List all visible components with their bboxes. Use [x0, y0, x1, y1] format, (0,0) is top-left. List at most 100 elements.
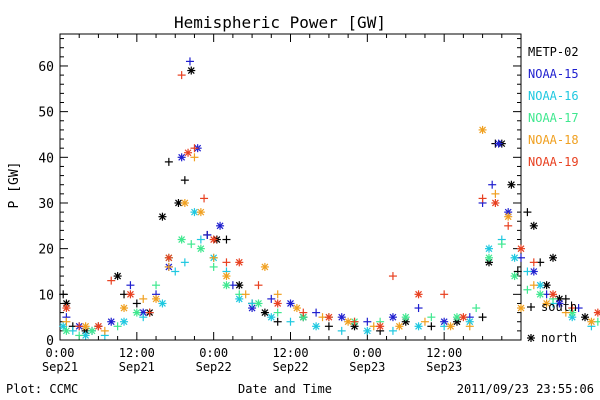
point-north [478, 125, 487, 134]
point-south [363, 317, 372, 326]
x-tick-time: 12:00 [119, 346, 155, 360]
point-south [478, 313, 487, 322]
point-north [196, 208, 205, 217]
y-tick-label: 0 [46, 334, 54, 349]
y-tick-label: 40 [38, 151, 54, 166]
marker-legend-label: north [541, 331, 577, 345]
point-south [414, 304, 423, 313]
point-north [267, 313, 276, 322]
point-south [568, 304, 577, 313]
point-north [180, 198, 189, 207]
point-south [139, 313, 148, 322]
marker-legend: south north [527, 300, 577, 345]
point-north [222, 272, 231, 281]
point-north [542, 299, 551, 308]
legend: METP-02 NOAA-15 NOAA-16 NOAA-17 NOAA-18 NOAA-… [528, 45, 579, 169]
point-north [107, 317, 116, 326]
point-north [152, 294, 161, 303]
point-north [292, 304, 301, 313]
marker-legend-north: north [527, 331, 577, 345]
point-north [187, 66, 196, 75]
point-north [59, 322, 68, 331]
point-north [484, 253, 493, 262]
point-south [222, 235, 231, 244]
point-south [190, 153, 199, 162]
marker-legend-label: south [541, 300, 577, 314]
x-axis-label: Date and Time [238, 382, 332, 396]
point-south [273, 308, 282, 317]
point-north [494, 139, 503, 148]
point-south [209, 253, 218, 262]
point-north [593, 308, 600, 317]
point-north [196, 244, 205, 253]
point-north [209, 235, 218, 244]
point-south [145, 308, 154, 317]
y-tick-label: 60 [38, 60, 54, 75]
point-south [171, 267, 180, 276]
point-north [62, 326, 71, 335]
x-tick-date: Sep23 [426, 360, 462, 374]
point-south [139, 294, 148, 303]
point-north [465, 317, 474, 326]
point-north [504, 212, 513, 221]
point-north [581, 313, 590, 322]
point-south [180, 176, 189, 185]
point-south [107, 276, 116, 285]
point-south [185, 57, 194, 66]
x-tick-date: Sep21 [42, 360, 78, 374]
point-north [164, 253, 173, 262]
legend-entry: NOAA-15 [528, 67, 579, 81]
point-south [164, 157, 173, 166]
point-north [132, 308, 141, 317]
point-south [180, 258, 189, 267]
legend-entry: NOAA-16 [528, 89, 579, 103]
point-north [216, 221, 225, 230]
x-tick-time: 0:00 [353, 346, 382, 360]
point-north [587, 317, 596, 326]
point-south [59, 290, 68, 299]
point-north [555, 299, 564, 308]
point-north [414, 322, 423, 331]
point-north [549, 290, 558, 299]
marker-legend-south: south [527, 300, 577, 314]
y-tick-label: 10 [38, 288, 54, 303]
point-south [75, 322, 84, 331]
x-tick-time: 12:00 [272, 346, 308, 360]
point-north [536, 290, 545, 299]
point-south [497, 240, 506, 249]
point-south [177, 71, 186, 80]
point-north [177, 153, 186, 162]
point-north [549, 253, 558, 262]
point-north [286, 299, 295, 308]
point-north [376, 322, 385, 331]
point-north [248, 304, 257, 313]
point-north [120, 304, 129, 313]
point-north [235, 258, 244, 267]
x-tick-time: 0:00 [46, 346, 75, 360]
point-south [350, 317, 359, 326]
point-north [452, 313, 461, 322]
y-tick-label: 20 [38, 243, 54, 258]
point-south [200, 194, 209, 203]
point-south [337, 326, 346, 335]
series-noaa-16 [59, 208, 596, 340]
legend-entry: NOAA-17 [528, 111, 579, 125]
point-north [260, 308, 269, 317]
point-south [388, 272, 397, 281]
point-south [312, 308, 321, 317]
point-north [363, 326, 372, 335]
point-north [260, 262, 269, 271]
footer-right: 2011/09/23 23:55:06 [457, 382, 594, 396]
point-south [187, 240, 196, 249]
point-north [158, 299, 167, 308]
x-tick-date: Sep23 [349, 360, 385, 374]
point-north [459, 313, 468, 322]
data-points [59, 57, 600, 340]
point-south [465, 322, 474, 331]
point-south [324, 322, 333, 331]
point-south [267, 294, 276, 303]
point-north [337, 313, 346, 322]
point-north [491, 198, 500, 207]
point-north [414, 290, 423, 299]
x-tick-time: 12:00 [426, 346, 462, 360]
